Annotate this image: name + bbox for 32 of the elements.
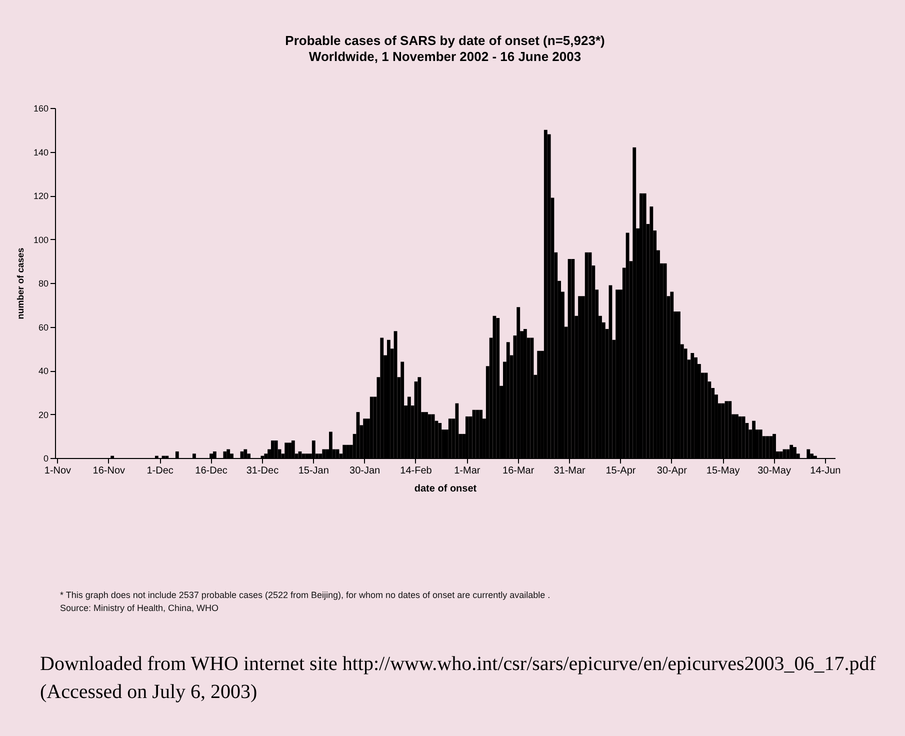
x-tick-label: 1-Mar <box>454 466 481 476</box>
x-tick-label: 15-Jan <box>298 466 329 476</box>
x-tick-label: 30-Jan <box>350 466 380 476</box>
chart-title: Probable cases of SARS by date of onset (n=5,923*) <box>285 33 605 48</box>
text: Downloaded from WHO internet site http://www.who.int/csr/sars/epicurve/en/epicurves2003_06_17.pdf (Accessed on July 6, 2003) <box>40 652 877 705</box>
x-tick-label: 30-Apr <box>656 466 688 476</box>
x-tick-label: 14-Jun <box>810 466 841 476</box>
x-tick-label: 16-Nov <box>92 466 126 476</box>
y-tick-label: 160 <box>33 104 48 114</box>
x-tick-label: 15-Apr <box>606 466 636 476</box>
y-tick-label: 40 <box>38 366 48 376</box>
text: * This graph does not include 2537 probable cases (2522 from Beijing), for whom no dates of onset are currently available . <box>60 590 550 600</box>
x-tick-label: 1-Dec <box>146 466 174 476</box>
x-tick-label: 16-Mar <box>502 466 535 476</box>
y-tick-label: 60 <box>38 322 48 332</box>
y-tick-label: 20 <box>38 410 48 420</box>
x-axis-title: date of onset <box>414 484 478 494</box>
x-tick-label: 31-Mar <box>554 466 586 476</box>
x-tick-label: 1-Nov <box>44 466 72 476</box>
x-tick-label: 15-May <box>706 466 740 476</box>
x-tick-label: 30-May <box>758 466 791 476</box>
y-tick-label: 140 <box>33 147 48 158</box>
y-axis-title: number of cases <box>15 248 26 320</box>
x-tick-label: 16-Dec <box>195 466 228 476</box>
y-tick-label: 100 <box>33 234 48 245</box>
y-tick-label: 120 <box>33 191 48 201</box>
y-tick-label: 0 <box>43 454 48 464</box>
source-note: Source: Ministry of Health, China, WHO <box>60 603 219 613</box>
x-tick-label: 31-Dec <box>246 466 279 476</box>
y-tick-label: 80 <box>38 278 48 288</box>
chart-subtitle: Worldwide, 1 November 2002 - 16 June 2003 <box>308 49 582 64</box>
x-tick-label: 14-Feb <box>400 466 432 476</box>
